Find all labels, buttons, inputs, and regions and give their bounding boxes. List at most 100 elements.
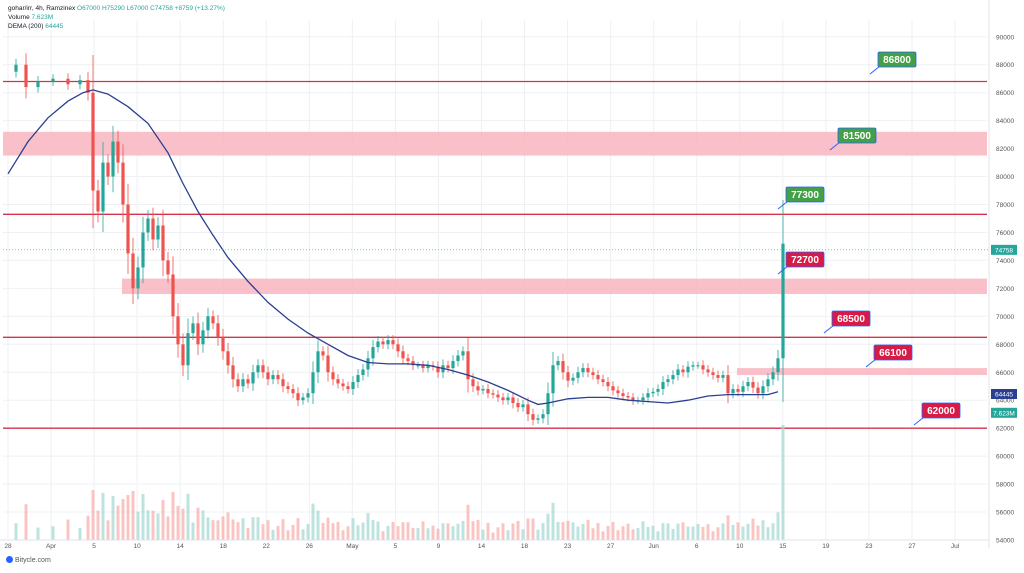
candle-body bbox=[231, 365, 235, 380]
volume-bar bbox=[646, 526, 650, 540]
candle-body bbox=[661, 382, 665, 390]
candle-body bbox=[106, 162, 110, 177]
volume-bar bbox=[166, 516, 170, 540]
candle-body bbox=[466, 351, 470, 380]
volume-bar bbox=[146, 510, 150, 540]
volume-bar bbox=[321, 522, 325, 540]
label-pointer bbox=[865, 358, 877, 368]
volume-bar bbox=[606, 525, 610, 540]
candle-body bbox=[436, 366, 440, 373]
level-label-bg bbox=[837, 127, 877, 144]
volume-bar bbox=[181, 508, 185, 540]
label-pointer bbox=[777, 265, 789, 275]
candle-body bbox=[541, 414, 545, 419]
candle-body bbox=[246, 379, 250, 384]
volume-bar bbox=[781, 425, 785, 540]
bitycle-logo-icon bbox=[6, 556, 13, 563]
volume-bar bbox=[611, 521, 615, 540]
candle-body bbox=[186, 333, 190, 366]
y-tick-label: 56000 bbox=[996, 510, 1014, 517]
y-tick-label: 72000 bbox=[996, 286, 1014, 293]
volume-bar bbox=[486, 522, 490, 540]
candle-body bbox=[146, 218, 150, 233]
candle-body bbox=[211, 316, 215, 324]
y-tick-label: 76000 bbox=[996, 230, 1014, 237]
volume-bar bbox=[636, 528, 640, 540]
candle-body bbox=[181, 344, 185, 366]
volume-bar bbox=[296, 518, 300, 540]
candle-body bbox=[256, 365, 260, 373]
volume-bar bbox=[386, 525, 390, 540]
level-label-text: 81500 bbox=[843, 131, 871, 142]
symbol-title: gohar/irr, 4h, Ramzinex bbox=[8, 5, 76, 12]
volume-bar bbox=[731, 524, 735, 540]
candle-body bbox=[371, 347, 375, 359]
candle-body bbox=[24, 64, 28, 88]
volume-bar bbox=[661, 523, 665, 540]
candle-body bbox=[766, 379, 770, 387]
volume-bar bbox=[541, 522, 545, 540]
volume-bar bbox=[526, 518, 530, 540]
level-label-bg bbox=[877, 51, 917, 68]
candle-body bbox=[556, 361, 560, 366]
candle-body bbox=[731, 389, 735, 394]
candle-body bbox=[366, 358, 370, 370]
label-pointer bbox=[823, 324, 835, 334]
candle-body bbox=[586, 368, 590, 373]
x-tick-label: 14 bbox=[177, 543, 185, 550]
candle-body bbox=[161, 225, 165, 261]
volume-bar bbox=[761, 520, 765, 540]
y-tick-label: 64000 bbox=[996, 398, 1014, 405]
label-pointer bbox=[913, 416, 925, 426]
level-label-bg bbox=[785, 186, 825, 203]
candle-body bbox=[251, 372, 255, 384]
candle-body bbox=[406, 358, 410, 362]
volume-bar bbox=[706, 524, 710, 540]
candle-body bbox=[646, 393, 650, 398]
credit: Bitycle.com bbox=[6, 556, 51, 564]
candle-body bbox=[611, 386, 615, 391]
level-label-text: 72700 bbox=[791, 255, 819, 266]
volume-bar bbox=[331, 523, 335, 540]
candle-body bbox=[751, 382, 755, 388]
volume-bar bbox=[671, 528, 675, 540]
volume-bar bbox=[86, 515, 90, 540]
volume-bar bbox=[396, 526, 400, 540]
candle-body bbox=[411, 361, 415, 366]
level-label-text: 68500 bbox=[837, 314, 865, 325]
candle-body bbox=[701, 365, 705, 370]
label-pointer bbox=[777, 200, 789, 210]
candle-body bbox=[221, 337, 225, 352]
x-tick-label: 10 bbox=[134, 543, 142, 550]
volume-bar bbox=[736, 522, 740, 540]
candle-body bbox=[656, 389, 660, 392]
volume-bar bbox=[501, 523, 505, 540]
volume-bar bbox=[201, 510, 205, 540]
volume-bar bbox=[656, 531, 660, 540]
candle-body bbox=[691, 365, 695, 367]
candle-body bbox=[741, 386, 745, 392]
candle-body bbox=[321, 351, 325, 356]
volume-bar bbox=[426, 528, 430, 540]
level-label-text: 86800 bbox=[883, 55, 911, 66]
x-tick-label: 5 bbox=[394, 543, 398, 550]
candle-body bbox=[491, 393, 495, 395]
candle-body bbox=[206, 316, 210, 331]
candle-body bbox=[721, 375, 725, 378]
candle-body bbox=[591, 372, 595, 376]
volume-bar bbox=[276, 525, 280, 540]
candle-body bbox=[451, 361, 455, 369]
candle-body bbox=[271, 375, 275, 380]
volume-bar bbox=[336, 521, 340, 540]
volume-bar bbox=[416, 528, 420, 540]
level-label-text: 66100 bbox=[879, 348, 907, 359]
candle-body bbox=[671, 375, 675, 380]
x-tick-label: 23 bbox=[865, 543, 873, 550]
candle-body bbox=[771, 372, 775, 380]
candle-body bbox=[571, 377, 575, 381]
candle-body bbox=[776, 358, 780, 373]
candle-body bbox=[781, 243, 785, 359]
volume-bar bbox=[151, 510, 155, 540]
volume-bar bbox=[391, 521, 395, 540]
x-tick-label: 6 bbox=[695, 543, 699, 550]
